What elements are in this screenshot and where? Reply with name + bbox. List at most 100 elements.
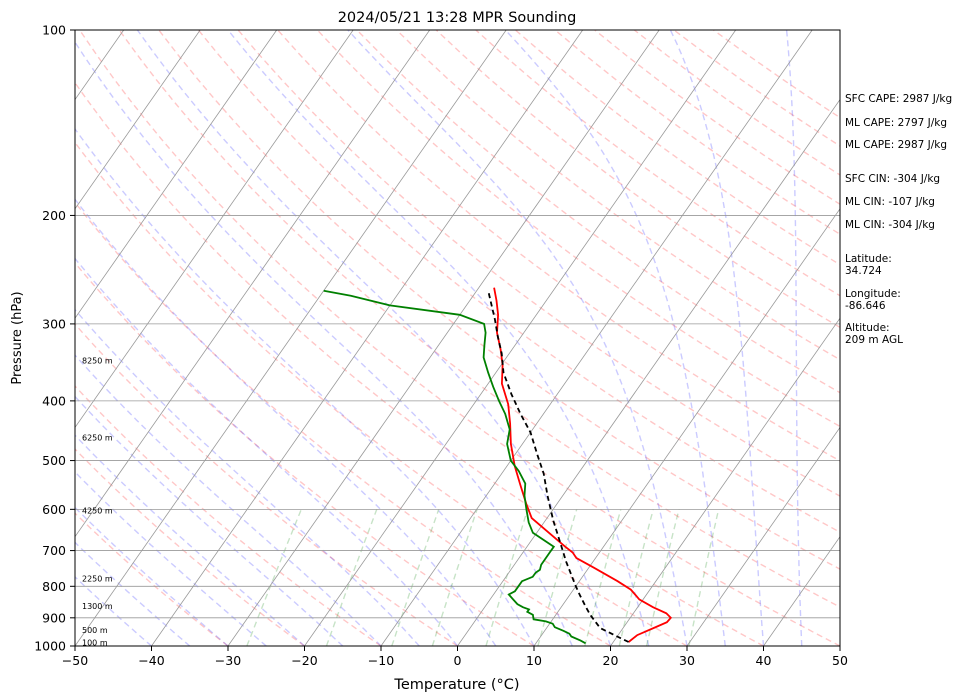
moist-adiabat (75, 541, 191, 646)
isotherm-line (75, 30, 278, 319)
height-label: 6250 m (82, 433, 113, 442)
background-lines (75, 30, 840, 646)
moist-adiabat (75, 354, 382, 646)
annotation-longitude: Longitude: -86.646 (845, 288, 901, 312)
moist-adiabat (75, 395, 344, 646)
moist-adiabat (75, 257, 459, 646)
y-tick-label: 800 (42, 579, 66, 594)
plot-frame (74, 29, 841, 647)
height-label: 8250 m (82, 356, 113, 365)
isotherm-line (75, 30, 201, 210)
isotherm-line (75, 30, 431, 538)
moist-adiabat (75, 434, 305, 646)
moist-adiabat (504, 30, 726, 646)
annotation-sfc-cin: SFC CIN: -304 J/kg (845, 173, 941, 185)
moist-adiabat (75, 40, 573, 646)
mixing-ratio-line (645, 509, 680, 646)
moist-adiabat (347, 30, 688, 646)
isotherm-line (457, 98, 840, 646)
dry-adiabat (75, 384, 382, 646)
y-tick-label: 500 (42, 453, 66, 468)
dry-adiabat (277, 30, 840, 462)
isotherm-line (533, 208, 840, 646)
grid (75, 30, 840, 646)
dry-adiabat (158, 30, 840, 570)
height-label: 1300 m (82, 602, 113, 611)
height-labels: 100 m 500 m 1300 m 2250 m 4250 m 6250 m 8250 m (82, 356, 113, 647)
isotherm-line (686, 426, 840, 646)
annotation-ml-cin-2: ML CIN: -304 J/kg (845, 219, 935, 231)
y-tick-label: 400 (42, 393, 66, 408)
parcel-path-line (487, 290, 629, 643)
dry-adiabat (75, 512, 229, 646)
moist-adiabat (136, 30, 612, 646)
isotherm-line (75, 30, 354, 429)
y-tick-label: 200 (42, 208, 66, 223)
isotherm-line (75, 30, 507, 646)
height-label: 2250 m (82, 575, 113, 584)
x-tick-label: 10 (526, 653, 542, 668)
x-tick-label: −10 (368, 653, 394, 668)
moist-adiabat (75, 308, 420, 646)
dry-adiabat (75, 447, 305, 646)
annotation-latitude: Latitude: 34.724 (845, 253, 892, 277)
moist-adiabat (75, 575, 152, 646)
x-axis-label: Temperature (°C) (393, 677, 519, 693)
height-label: 100 m (82, 638, 108, 647)
x-tick-label: 30 (679, 653, 695, 668)
y-tick-label: 300 (42, 316, 66, 331)
y-axis: 100 200 300 400 500 600 700 800 900 1000 (34, 23, 75, 654)
dry-adiabat (75, 201, 611, 646)
x-tick-label: 20 (603, 653, 619, 668)
y-tick-label: 900 (42, 610, 66, 625)
x-axis: −50 −40 −30 −20 −10 0 10 20 30 40 50 (62, 646, 848, 668)
moist-adiabat (75, 506, 229, 646)
dry-adiabat (197, 30, 840, 534)
x-tick-label: 50 (832, 653, 848, 668)
temperature-line (493, 287, 673, 643)
dry-adiabat (75, 141, 688, 646)
annotation-ml-cape-2: ML CAPE: 2987 J/kg (845, 139, 948, 151)
x-tick-label: 40 (756, 653, 772, 668)
x-tick-label: −20 (291, 653, 317, 668)
annotation-ml-cin: ML CIN: -107 J/kg (845, 196, 935, 208)
y-tick-label: 700 (42, 543, 66, 558)
y-tick-label: 100 (42, 23, 66, 38)
moist-adiabat (785, 30, 803, 646)
moist-adiabat (75, 127, 535, 646)
dry-adiabat (79, 30, 840, 646)
dry-adiabat (118, 30, 840, 608)
annotation-sfc-cape: SFC CAPE: 2987 J/kg (845, 93, 953, 105)
dry-adiabat (75, 81, 764, 646)
moist-adiabat (75, 198, 497, 646)
annotation-altitude: Altitude: 209 m AGL (845, 322, 903, 346)
moist-adiabat (75, 471, 267, 646)
dry-adiabat (237, 30, 840, 497)
isotherm-line (227, 30, 660, 646)
y-tick-label: 600 (42, 502, 66, 517)
chart-title: 2024/05/21 13:28 MPR Sounding (338, 10, 577, 26)
x-tick-label: −30 (215, 653, 241, 668)
dewpoint-line (323, 289, 587, 645)
y-tick-label: 1000 (34, 639, 66, 654)
isotherm-line (380, 30, 813, 646)
y-axis-label: Pressure (hPa) (10, 291, 25, 384)
height-label: 4250 m (82, 507, 113, 516)
isotherm-line (610, 317, 840, 646)
moist-adiabat (227, 30, 650, 646)
x-tick-label: −40 (138, 653, 164, 668)
dry-adiabat (75, 261, 535, 646)
height-label: 500 m (82, 626, 108, 635)
dry-adiabat (75, 323, 458, 646)
x-tick-label: 0 (454, 653, 462, 668)
dry-adiabat (316, 30, 840, 428)
x-tick-label: −50 (62, 653, 88, 668)
isotherm-line (151, 30, 584, 646)
isotherm-line (763, 536, 840, 646)
annotation-ml-cape: ML CAPE: 2797 J/kg (845, 117, 948, 129)
series-group (323, 287, 673, 645)
isotherm-line (304, 30, 737, 646)
dry-adiabat (356, 30, 840, 394)
